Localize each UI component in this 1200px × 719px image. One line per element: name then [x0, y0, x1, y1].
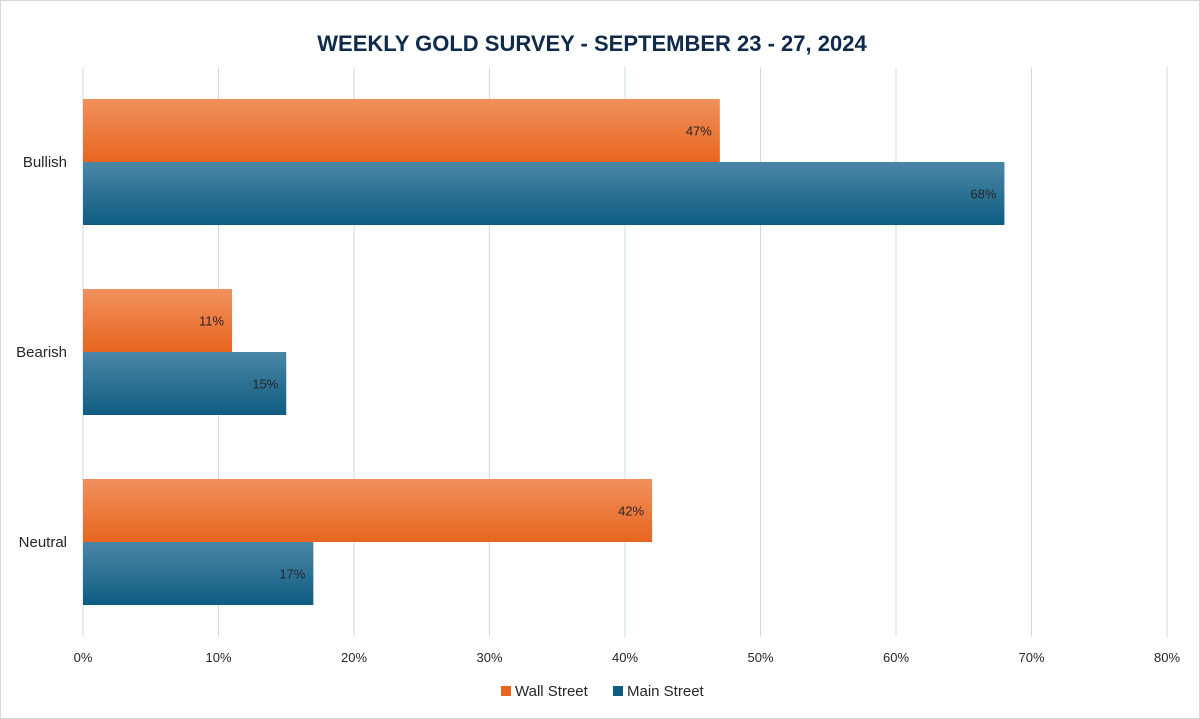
data-label: 11%: [199, 314, 224, 329]
data-label: 15%: [252, 377, 278, 392]
bar-wall-street-neutral[interactable]: [83, 479, 653, 542]
data-label: 42%: [618, 504, 644, 519]
x-tick-label: 30%: [476, 650, 502, 665]
category-label: Bearish: [16, 344, 67, 361]
legend-label[interactable]: Wall Street: [515, 683, 589, 700]
chart-title: WEEKLY GOLD SURVEY - SEPTEMBER 23 - 27, …: [317, 31, 867, 56]
x-tick-label: 70%: [1018, 650, 1044, 665]
data-label: 17%: [279, 567, 305, 582]
x-tick-label: 10%: [205, 650, 231, 665]
legend[interactable]: Wall Street Main Street: [501, 683, 705, 700]
x-tick-label: 40%: [612, 650, 638, 665]
x-tick-label: 0%: [74, 650, 93, 665]
bars: [83, 99, 1005, 605]
legend-swatch: [613, 686, 623, 696]
category-label: Neutral: [19, 534, 67, 551]
bar-wall-street-bearish[interactable]: [83, 289, 233, 352]
x-tick-label: 60%: [883, 650, 909, 665]
bar-main-street-neutral[interactable]: [83, 542, 314, 605]
x-tick-label: 50%: [747, 650, 773, 665]
bar-main-street-bullish[interactable]: [83, 162, 1005, 225]
data-label: 47%: [686, 124, 712, 139]
legend-swatch: [501, 686, 511, 696]
legend-label[interactable]: Main Street: [627, 683, 705, 700]
category-label: Bullish: [23, 154, 67, 171]
labels: 0% 10% 20% 30% 40% 50% 60% 70% 80% Bullish 47% 68% B…: [16, 124, 1180, 666]
bar-main-street-bearish[interactable]: [83, 352, 287, 415]
bar-wall-street-bullish[interactable]: [83, 99, 720, 162]
x-tick-label: 20%: [341, 650, 367, 665]
data-label: 68%: [970, 187, 996, 202]
x-tick-label: 80%: [1154, 650, 1180, 665]
